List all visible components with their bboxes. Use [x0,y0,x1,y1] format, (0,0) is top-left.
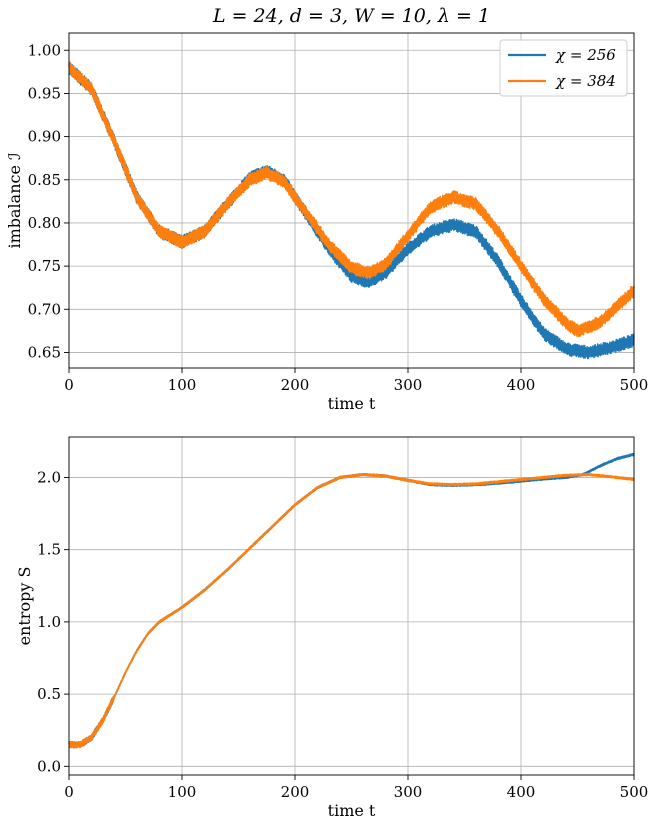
x-axis-label: time t [328,801,376,820]
series-line-chi384 [68,61,635,338]
x-tick-label: 300 [394,376,423,394]
x-tick-label: 200 [281,376,310,394]
legend: χ = 256 χ = 384 [499,39,628,97]
x-tick-label: 500 [620,783,648,801]
x-tick-label: 200 [281,783,310,801]
legend-label-chi384: χ = 384 [555,72,616,90]
y-tick-label: 0.80 [28,214,61,232]
x-tick-label: 100 [168,376,197,394]
y-tick-label: 1.0 [37,613,61,631]
x-tick-label: 300 [394,783,423,801]
x-tick-label: 500 [620,376,648,394]
x-tick-label: 0 [64,376,74,394]
x-tick-label: 0 [64,783,74,801]
legend-label-chi256: χ = 256 [555,46,616,64]
series-line-chi384 [68,472,635,749]
y-tick-label: 0.85 [28,171,61,189]
y-axis-label: imbalance ℐ [5,152,24,248]
imbalance-panel: 0 100 200 300 400 500 0.65 0.70 0.75 0.80 0.85 0.90… [5,5,648,413]
y-tick-label: 1.5 [37,541,61,559]
y-tick-label: 0.0 [37,757,61,775]
y-tick-label: 0.90 [28,128,61,146]
y-tick-label: 0.75 [28,257,61,275]
y-tick-label: 0.95 [28,84,61,102]
x-tick-label: 400 [507,376,536,394]
entropy-panel: 0 100 200 300 400 500 0.0 0.5 1.0 1.5 2.0 time t e… [15,436,648,820]
y-tick-label: 1.00 [28,41,61,59]
chart-title: L = 24, d = 3, W = 10, λ = 1 [212,5,490,27]
series-line-chi256 [68,62,635,360]
x-axis-label: time t [328,394,376,413]
y-tick-label: 0.5 [37,685,61,703]
x-tick-label: 400 [507,783,536,801]
plot-frame [68,32,635,369]
series-line-chi256 [68,452,635,749]
y-tick-label: 0.70 [28,300,61,318]
y-tick-label: 0.65 [28,343,61,361]
y-axis-label: entropy S [15,567,34,646]
y-tick-label: 2.0 [37,468,61,486]
x-tick-label: 100 [168,783,197,801]
plot-frame [68,436,635,776]
